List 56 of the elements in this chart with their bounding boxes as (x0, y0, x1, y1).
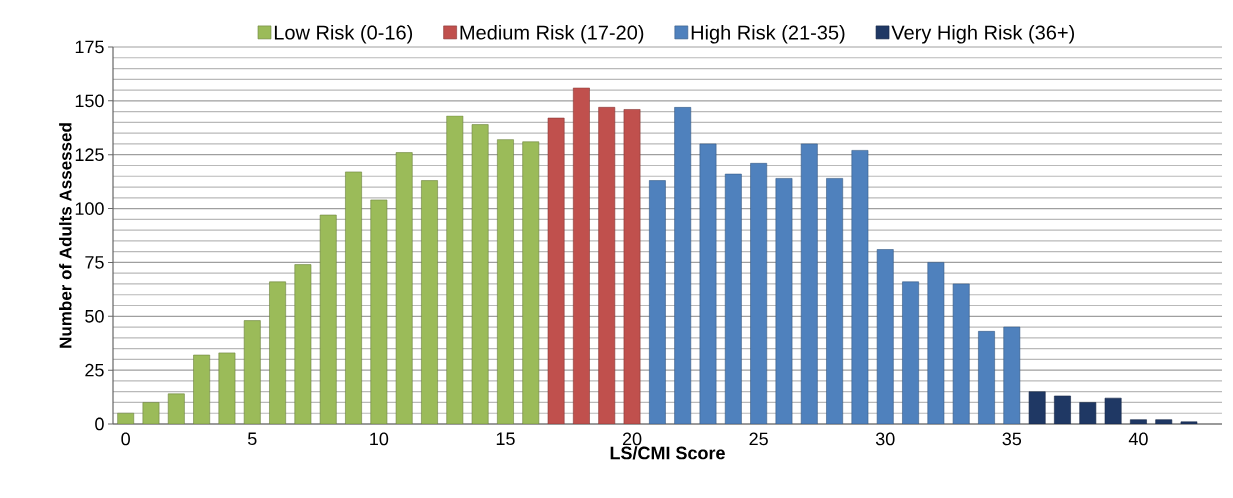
bar (724, 173, 742, 424)
x-tick-label: 0 (121, 432, 130, 446)
bar (978, 331, 995, 424)
bar (573, 87, 590, 424)
bar (446, 115, 464, 424)
bar (547, 117, 565, 424)
bar (826, 178, 843, 424)
bar (952, 283, 970, 424)
bar (193, 354, 211, 424)
y-tick-label: 125 (75, 148, 104, 162)
x-tick-label: 20 (622, 432, 642, 446)
bar (269, 281, 286, 424)
bar (370, 199, 388, 424)
bar (471, 124, 489, 424)
bar (750, 163, 768, 424)
x-tick-label: 10 (370, 432, 389, 446)
bar (699, 143, 717, 424)
bar (876, 249, 894, 424)
y-tick-label: 75 (85, 256, 104, 269)
bar (294, 264, 312, 424)
bar (395, 152, 413, 424)
x-axis-title: LS/CMI Score (610, 446, 725, 460)
bar (674, 107, 692, 424)
legend-label: Very High Risk (36+) (891, 24, 1075, 44)
bar (345, 171, 362, 424)
x-tick-label: 40 (1128, 432, 1148, 446)
bar (623, 109, 641, 424)
y-tick-label: 50 (85, 309, 104, 323)
bar (648, 180, 666, 424)
bar (497, 139, 514, 424)
y-tick-label: 150 (75, 94, 104, 108)
bar (800, 143, 818, 424)
y-axis-title: Number of Adults Assessed (59, 123, 72, 348)
x-tick-label: 35 (1002, 432, 1022, 446)
x-tick-label: 25 (749, 432, 768, 446)
x-tick-label: 15 (496, 432, 515, 446)
bar (927, 262, 945, 424)
y-tick-label: 25 (85, 363, 104, 377)
bar (421, 180, 438, 424)
y-tick-label: 0 (95, 417, 104, 431)
legend-label: Low Risk (0-16) (274, 24, 413, 44)
x-tick-label: 30 (875, 432, 895, 446)
bar (1003, 326, 1021, 424)
bar (319, 214, 337, 424)
bar (775, 178, 793, 424)
bar (218, 352, 236, 424)
bar (522, 141, 540, 424)
y-tick-label: 100 (75, 202, 104, 215)
y-tick-label: 175 (75, 40, 104, 54)
legend-label: Medium Risk (17-20) (460, 24, 644, 44)
bar (598, 107, 616, 424)
bar (902, 281, 919, 424)
legend-label: High Risk (21-35) (691, 24, 845, 44)
x-tick-label: 5 (247, 432, 257, 446)
bar (243, 320, 261, 424)
bar (851, 150, 869, 424)
